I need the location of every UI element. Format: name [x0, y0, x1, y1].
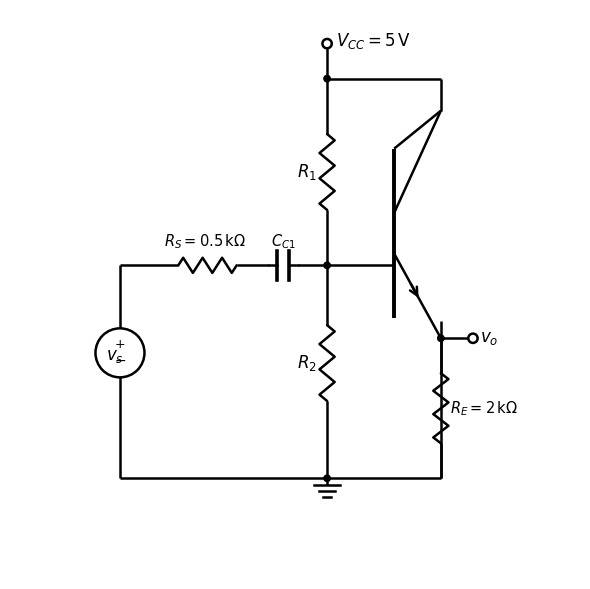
Text: $V_{CC} = 5\,\mathrm{V}$: $V_{CC} = 5\,\mathrm{V}$: [336, 31, 411, 51]
Text: $v_s$: $v_s$: [106, 348, 124, 365]
Text: $R_1$: $R_1$: [297, 162, 317, 182]
Text: $v_o$: $v_o$: [480, 329, 499, 348]
Text: +: +: [114, 338, 125, 351]
Text: $C_{C1}$: $C_{C1}$: [271, 232, 296, 251]
Circle shape: [324, 75, 330, 82]
Circle shape: [324, 475, 330, 481]
Text: −: −: [114, 354, 126, 368]
Circle shape: [324, 262, 330, 269]
Text: $R_S = 0.5\,\mathrm{k\Omega}$: $R_S = 0.5\,\mathrm{k\Omega}$: [164, 232, 245, 251]
Text: $R_E = 2\,\mathrm{k\Omega}$: $R_E = 2\,\mathrm{k\Omega}$: [450, 399, 517, 418]
Text: $R_2$: $R_2$: [297, 353, 317, 373]
Circle shape: [438, 335, 444, 342]
